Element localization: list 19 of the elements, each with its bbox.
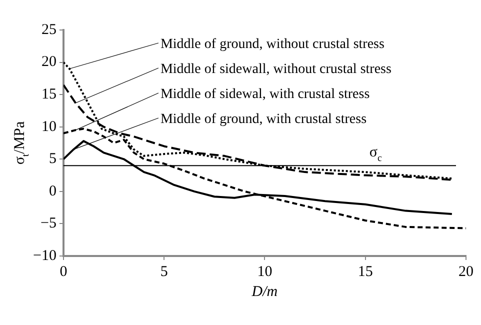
- text: Middle of ground, without crustal stress: [160, 37, 384, 52]
- y-tick-label: −5: [40, 216, 56, 232]
- text: Middle of sidewall, without crustal stress: [160, 62, 392, 77]
- x-tick-label: 20: [458, 264, 474, 280]
- y-tick-label: 10: [41, 118, 56, 135]
- x-tick-label: 10: [257, 264, 272, 280]
- y-tick-label: 25: [41, 22, 56, 38]
- x-tick-label: 5: [160, 264, 168, 280]
- text: Middle of sidewal, with crustal stress: [160, 87, 370, 102]
- y-axis-title: σt/MPa: [12, 121, 32, 165]
- y-tick-label: −10: [32, 248, 56, 264]
- x-tick-label: 15: [358, 264, 373, 280]
- y-tick-label: 5: [48, 151, 56, 168]
- text: Middle of ground, with crustal stress: [160, 112, 367, 127]
- y-tick-label: 0: [48, 183, 56, 200]
- y-tick-label: 20: [41, 54, 56, 70]
- x-axis-title: D/m: [250, 284, 278, 300]
- y-tick-label: 15: [41, 86, 56, 103]
- x-tick-label: 0: [60, 264, 68, 280]
